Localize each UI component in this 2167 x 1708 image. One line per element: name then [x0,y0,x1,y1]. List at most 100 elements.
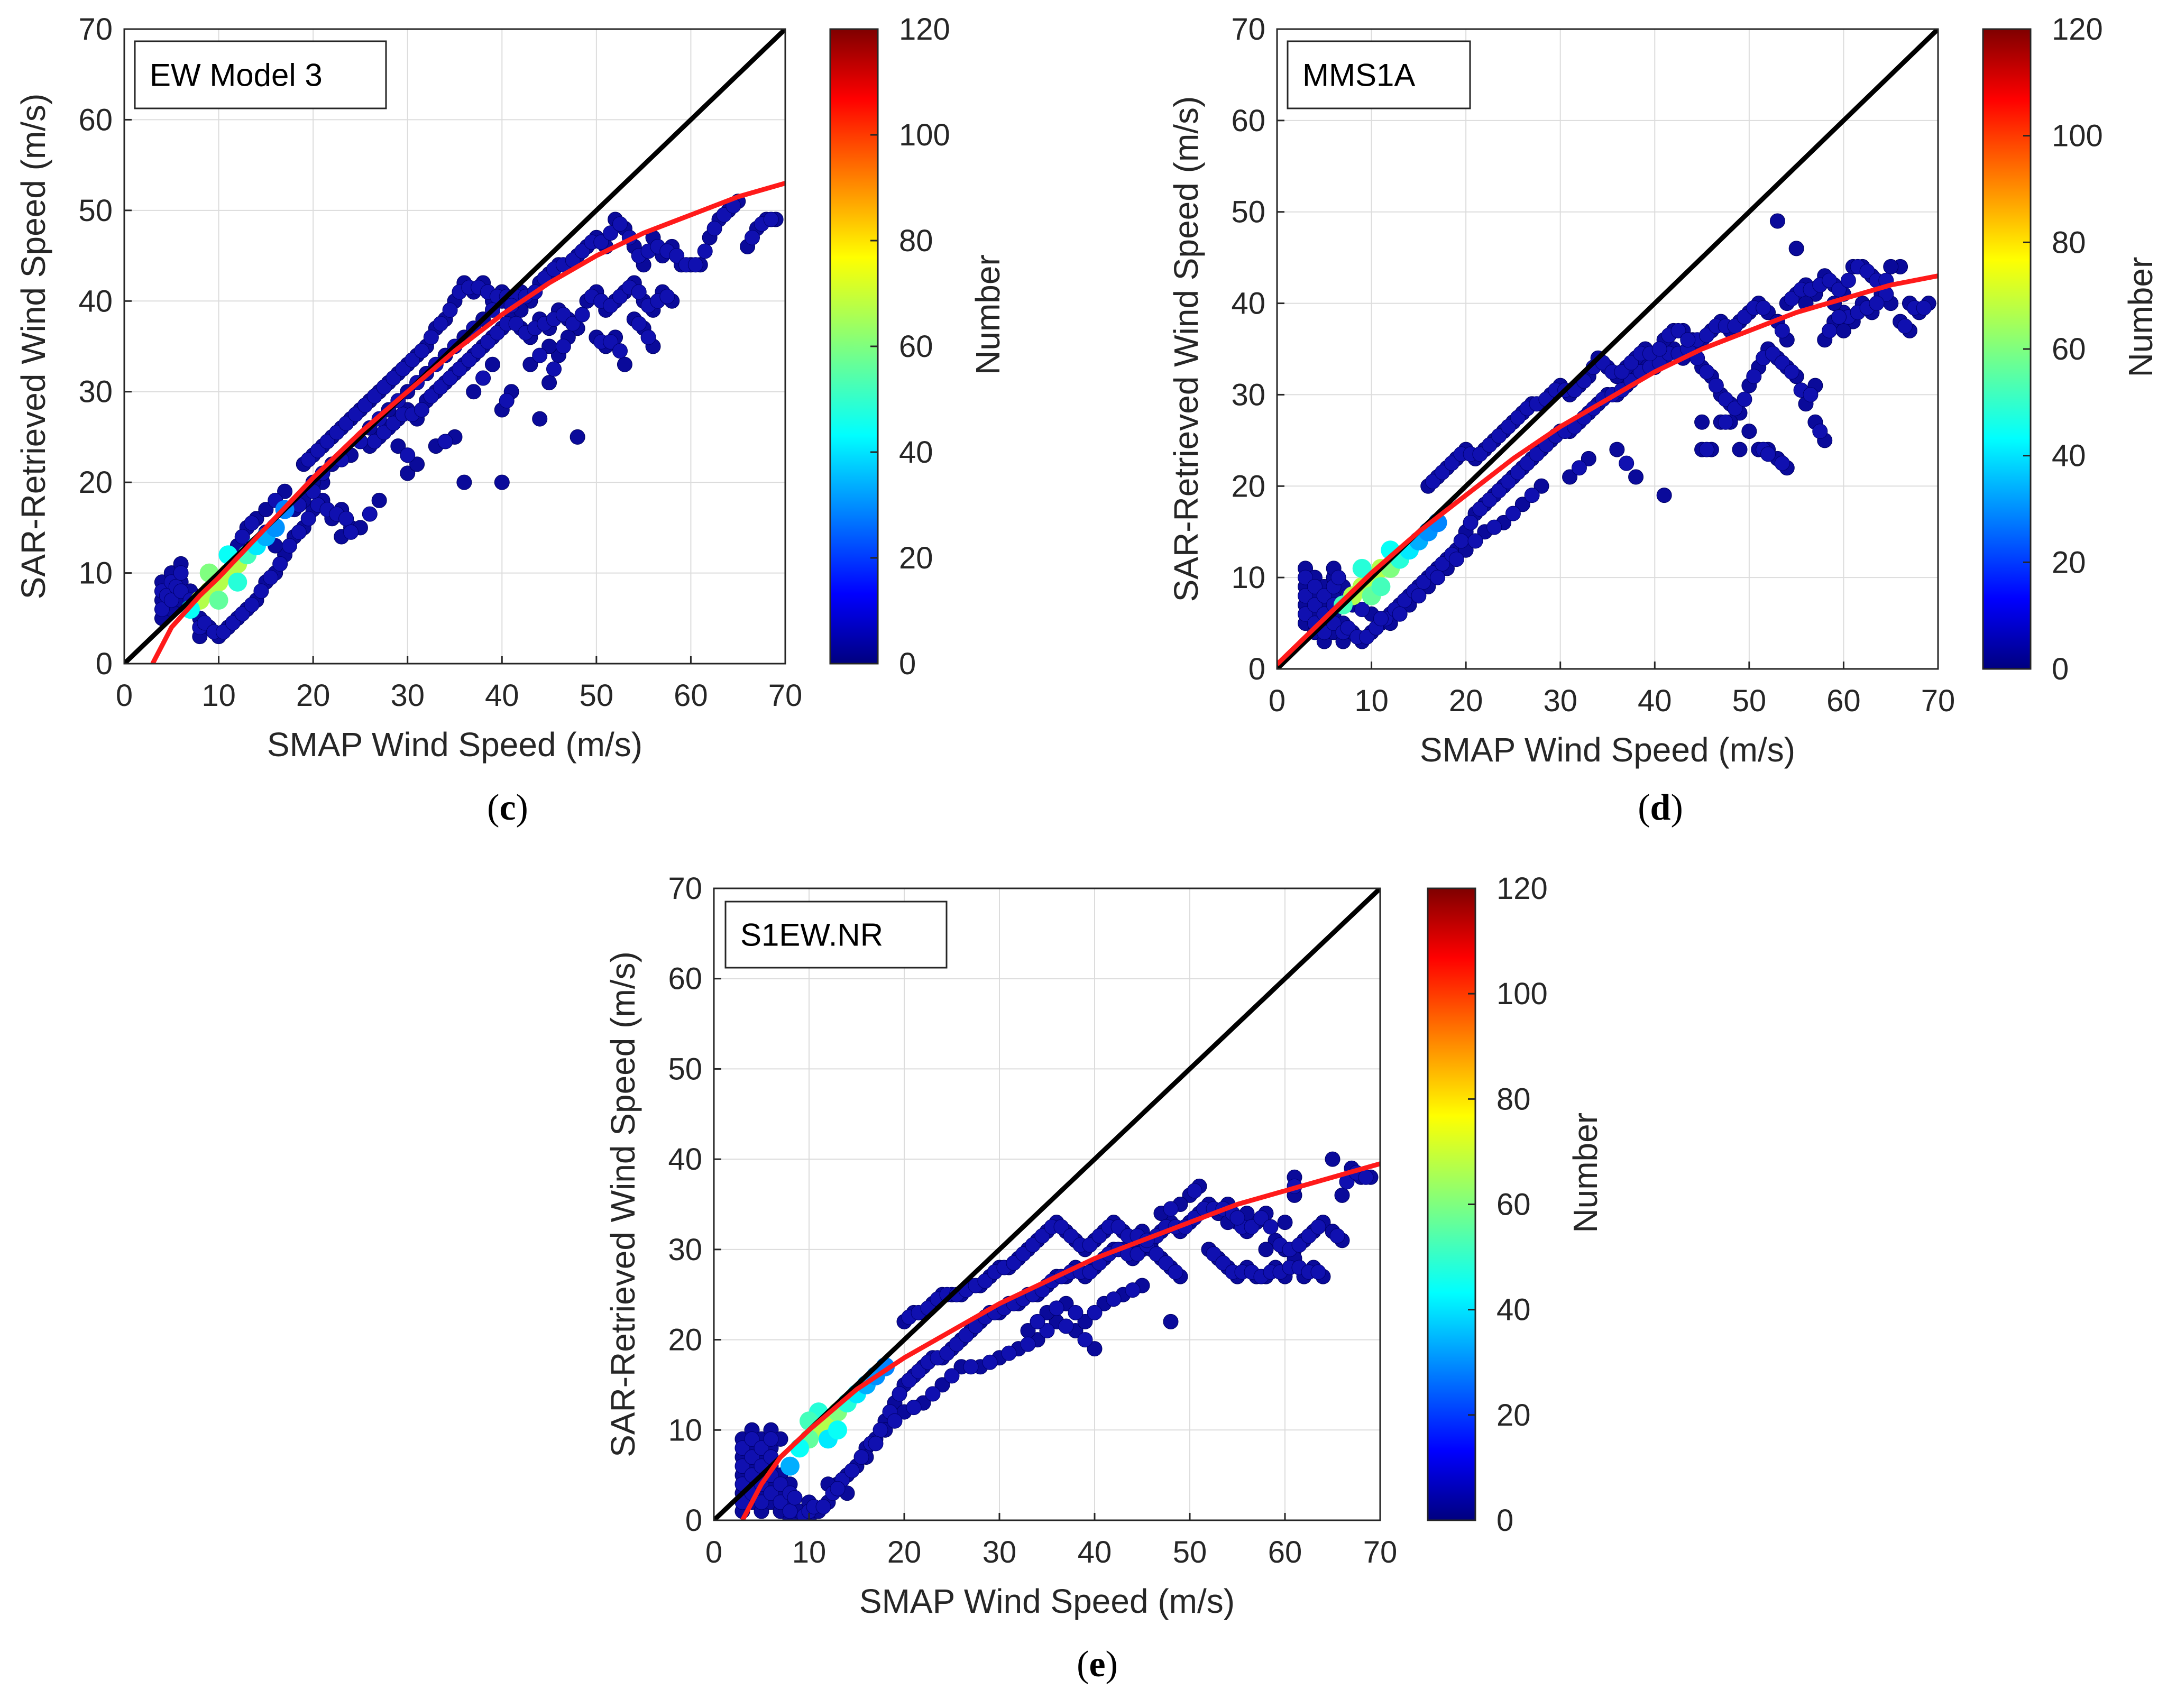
scatter-point [1571,460,1587,476]
scatter-point [329,425,345,440]
scatter-point [1482,492,1498,508]
scatter-point [1501,419,1516,435]
scatter-point [570,429,585,445]
scatter-points [154,194,784,645]
scatter-point [716,207,732,223]
scatter-point [1562,469,1578,485]
scatter-point [1025,1237,1041,1253]
x-tick-label: 30 [390,678,425,713]
scatter-point [669,248,685,264]
scatter-point [1774,455,1790,471]
scatter-point [319,434,335,449]
scatter-point [1803,387,1819,402]
x-axis-label: SMAP Wind Speed (m/s) [859,1582,1235,1620]
scatter-point [532,347,548,363]
scatter-point [532,411,548,427]
scatter-point [1397,592,1412,608]
scatter-point [423,329,439,345]
scatter-point [244,515,260,531]
scatter-point [868,1436,884,1452]
scatter-point [405,352,420,368]
y-axis-label: SAR-Retrieved Wind Speed (m/s) [1167,96,1205,602]
y-tick-label: 20 [668,1323,702,1357]
scatter-point [1501,474,1516,490]
scatter-point [400,447,416,463]
scatter-point [1087,1305,1103,1320]
scatter-point [1329,1228,1345,1244]
scatter-point [1510,464,1526,480]
scatter-point [1435,464,1450,480]
y-tick-label: 60 [1231,104,1265,138]
scatter-point [1049,1300,1064,1316]
scatter-point [376,425,392,440]
y-tick-label: 60 [668,962,702,996]
scatter-point [338,416,354,431]
scatter-point [494,474,510,490]
scatter-point [1482,437,1498,453]
density-point [1371,577,1391,596]
scatter-point [1510,410,1526,426]
scatter-point [1149,1246,1164,1262]
scatter-point [1623,355,1639,371]
scatter-point [603,225,619,241]
colorbar-tick-label: 20 [899,541,933,575]
scatter-point [1737,309,1752,325]
scatter-point [197,615,213,631]
scatter-point [734,1458,750,1474]
y-tick-label: 0 [1248,652,1265,686]
scatter-point [461,352,477,368]
scatter-point [555,338,571,354]
scatter-point [423,388,439,404]
scatter-point [1307,597,1323,613]
scatter-point [963,1359,979,1375]
colorbar-tick-label: 20 [2052,545,2086,580]
colorbar-tick-label: 0 [2052,652,2069,686]
scatter-point [612,289,628,305]
scatter-point [1310,1219,1326,1235]
scatter-point [1472,446,1488,462]
scatter-point [1425,474,1441,490]
colorbar-tick-label: 80 [1496,1082,1531,1116]
scatter-point [1514,497,1530,512]
scatter-points [734,1151,1379,1520]
scatter-point [1058,1318,1074,1334]
scatter-point [163,592,179,608]
x-tick-label: 40 [1638,684,1672,718]
colorbar [1982,28,2032,670]
scatter-point [1840,272,1856,288]
scatter-point [263,570,279,585]
y-tick-label: 40 [1231,287,1265,321]
scatter-point [508,316,524,332]
scatter-point [603,298,619,314]
colorbar-label: Number [969,254,1007,375]
scatter-point [745,229,760,245]
scatter-point [338,511,354,527]
fit-curve [150,181,785,664]
scatter-point [1325,1151,1340,1167]
scatter-point [1491,483,1507,499]
scatter-point [1430,570,1446,585]
scatter-point [773,1476,788,1492]
scatter-point [522,356,538,372]
scatter-point [1168,1264,1183,1280]
scatter-point [1774,355,1790,371]
y-tick-label: 50 [1231,195,1265,229]
scatter-point [173,583,189,599]
scatter-point [1334,1187,1350,1203]
scatter-point [830,1481,846,1496]
scatter-point [787,1490,803,1505]
scatter-point [272,556,288,572]
scatter-point [1524,488,1540,503]
scatter-point [773,1494,788,1510]
scatter-point [1727,400,1743,416]
scatter-point [376,379,392,395]
fit-curve [740,1161,1380,1520]
scatter-point [471,343,486,359]
colorbar-tick-label: 60 [1496,1188,1531,1222]
y-tick-label: 70 [1231,12,1265,47]
density-point [209,591,228,610]
colorbar-tick-label: 120 [2052,12,2103,47]
scatter-point [357,397,373,413]
scatter-point [277,483,293,499]
